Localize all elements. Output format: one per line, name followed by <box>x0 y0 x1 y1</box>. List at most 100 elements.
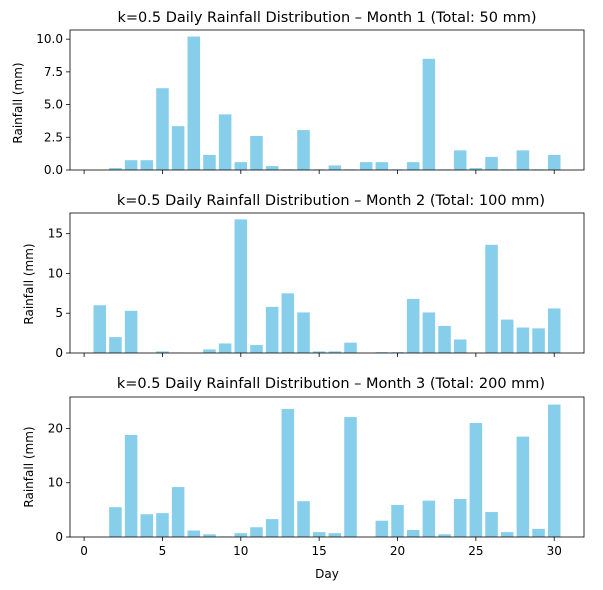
bar-day-10 <box>234 162 248 170</box>
y-tick-label: 10.0 <box>36 32 63 46</box>
bar-day-3 <box>124 160 138 170</box>
bar-day-27 <box>500 319 514 353</box>
chart-title: k=0.5 Daily Rainfall Distribution – Mont… <box>117 376 545 392</box>
x-tick-label: 15 <box>312 544 327 558</box>
y-tick-label: 10 <box>48 476 63 490</box>
y-tick-label: 0 <box>55 346 63 360</box>
x-tick-label: 30 <box>547 544 562 558</box>
y-tick-label: 10 <box>48 266 63 280</box>
bar-day-29 <box>532 528 545 537</box>
bar-day-12 <box>265 306 279 353</box>
bar-day-22 <box>422 500 436 537</box>
bar-day-11 <box>250 527 263 537</box>
bar-day-26 <box>485 156 498 170</box>
bar-day-6 <box>171 126 185 170</box>
bar-day-11 <box>250 345 263 353</box>
bar-series <box>109 36 561 170</box>
y-tick-label: 7.5 <box>44 65 63 79</box>
bar-day-18 <box>359 162 373 170</box>
bar-day-10 <box>234 533 248 537</box>
bar-day-2 <box>109 168 122 170</box>
bar-day-22 <box>422 312 436 353</box>
bar-day-7 <box>187 530 201 537</box>
y-axis-label: Rainfall (mm) <box>22 243 36 324</box>
bar-day-16 <box>328 533 342 537</box>
bar-day-28 <box>516 150 530 170</box>
chart-title: k=0.5 Daily Rainfall Distribution – Mont… <box>117 193 545 209</box>
bar-day-25 <box>469 423 483 537</box>
bar-day-1 <box>93 305 107 353</box>
bar-day-17 <box>344 342 357 353</box>
plot-frame <box>69 29 585 171</box>
bar-day-9 <box>218 114 232 170</box>
bar-day-4 <box>140 514 154 537</box>
x-tick-label: 25 <box>468 544 483 558</box>
bar-day-22 <box>422 58 436 170</box>
plot-frame <box>69 396 585 538</box>
bar-day-21 <box>406 298 420 353</box>
bar-day-24 <box>453 150 467 170</box>
x-axis <box>83 170 555 174</box>
plot-frame <box>69 212 585 354</box>
chart-title: k=0.5 Daily Rainfall Distribution – Mont… <box>118 10 537 26</box>
x-tick-label: 20 <box>390 544 405 558</box>
x-tick-label: 0 <box>80 544 88 558</box>
y-tick-label: 15 <box>48 227 63 241</box>
bar-day-8 <box>203 154 216 170</box>
x-axis-label: Day <box>315 567 339 581</box>
bar-day-20 <box>391 504 404 537</box>
chart-month-1: k=0.5 Daily Rainfall Distribution – Mont… <box>11 10 585 177</box>
bar-day-15 <box>312 351 326 353</box>
bar-day-16 <box>328 165 342 170</box>
y-axis: 0.0 2.5 5.0 7.5 10.0 <box>36 32 70 177</box>
bar-day-30 <box>547 154 561 170</box>
y-axis: 0 10 20 <box>48 421 70 544</box>
bar-day-14 <box>297 501 310 537</box>
bar-day-9 <box>218 343 232 353</box>
bar-day-16 <box>328 351 342 353</box>
bar-day-30 <box>547 404 561 537</box>
bar-day-23 <box>438 325 451 353</box>
bar-day-5 <box>156 513 169 537</box>
bar-day-28 <box>516 327 530 353</box>
y-tick-label: 2.5 <box>44 130 63 144</box>
bar-day-21 <box>406 162 420 170</box>
bar-day-25 <box>469 168 483 170</box>
bar-day-2 <box>109 507 122 537</box>
bar-day-8 <box>203 349 216 353</box>
bar-day-2 <box>109 337 122 353</box>
y-tick-label: 0.0 <box>44 163 63 177</box>
bar-day-12 <box>265 166 279 170</box>
y-axis: 0 5 10 15 <box>48 227 70 360</box>
bar-day-24 <box>453 499 467 537</box>
bar-day-21 <box>406 529 420 537</box>
chart-month-2: k=0.5 Daily Rainfall Distribution – Mont… <box>22 193 585 360</box>
x-tick-label: 5 <box>159 544 167 558</box>
y-axis-label: Rainfall (mm) <box>11 62 25 143</box>
bar-day-28 <box>516 436 530 537</box>
bar-series <box>109 404 561 537</box>
y-tick-label: 0 <box>55 530 63 544</box>
bar-day-17 <box>344 417 357 537</box>
x-axis: 0 5 10 15 20 25 30 <box>80 537 562 558</box>
chart-month-3: k=0.5 Daily Rainfall Distribution – Mont… <box>22 376 585 581</box>
bar-day-3 <box>124 434 138 537</box>
bar-day-30 <box>547 308 561 353</box>
y-tick-label: 5 <box>55 306 63 320</box>
bar-day-29 <box>532 328 545 353</box>
bar-day-8 <box>203 534 216 537</box>
bar-series <box>93 219 561 353</box>
bar-day-14 <box>297 312 310 353</box>
bar-day-5 <box>156 351 169 353</box>
bar-day-26 <box>485 512 498 537</box>
bar-day-26 <box>485 244 498 353</box>
x-tick-label: 10 <box>233 544 248 558</box>
bar-day-23 <box>438 534 451 537</box>
y-tick-label: 20 <box>48 421 63 435</box>
bar-day-10 <box>234 219 248 353</box>
bar-day-13 <box>281 293 295 353</box>
bar-day-3 <box>124 310 138 353</box>
bar-day-4 <box>140 160 154 170</box>
bar-day-24 <box>453 339 467 353</box>
